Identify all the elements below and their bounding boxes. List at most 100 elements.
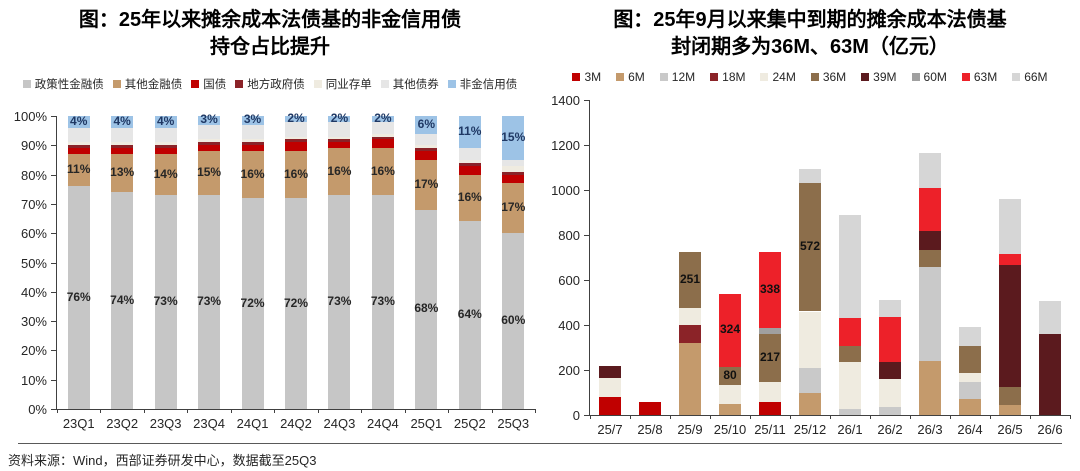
legend-label: 地方政府债 bbox=[247, 79, 305, 91]
bar-value-label: 68% bbox=[414, 301, 439, 316]
bar-segment bbox=[328, 139, 351, 143]
y-tick-mark bbox=[51, 145, 56, 147]
bar-segment bbox=[999, 254, 1021, 266]
legend-label: 政策性金融债 bbox=[34, 79, 104, 91]
y-tick-label: 60% bbox=[20, 226, 47, 242]
x-tick-mark bbox=[830, 415, 831, 419]
y-tick-label: 30% bbox=[20, 314, 47, 330]
bar-segment bbox=[67, 145, 90, 149]
legend-swatch-icon bbox=[1012, 73, 1021, 81]
bar-value-label: 64% bbox=[457, 307, 482, 322]
bar-value-label: 3% bbox=[200, 112, 218, 127]
legend-label: 66M bbox=[1024, 70, 1048, 84]
bar-segment bbox=[241, 139, 264, 143]
legend-label: 36M bbox=[822, 70, 847, 84]
bar-segment bbox=[285, 116, 307, 122]
x-tick-label: 23Q3 bbox=[149, 416, 182, 431]
bar-segment bbox=[719, 384, 741, 404]
x-tick-label: 23Q1 bbox=[62, 416, 95, 431]
y-tick-label: 200 bbox=[558, 363, 580, 378]
x-tick-mark bbox=[990, 415, 991, 419]
bar-segment bbox=[67, 127, 90, 143]
bar-segment bbox=[959, 382, 981, 400]
y-tick-label: 800 bbox=[558, 228, 580, 243]
x-tick-mark bbox=[274, 409, 276, 413]
bar-segment bbox=[241, 142, 264, 146]
bar-segment bbox=[679, 251, 701, 309]
bar-segment bbox=[458, 174, 481, 222]
legend-swatch-icon bbox=[235, 80, 244, 88]
bar-segment bbox=[679, 343, 701, 415]
y-axis-line bbox=[56, 116, 57, 410]
bar-segment bbox=[371, 136, 394, 140]
left-chart-plot: 0% 10% 20% 30% 40% 50% 60% 70% 80% 90% 100% 23Q1 23Q… bbox=[0, 0, 540, 440]
legend-label: 39M bbox=[873, 70, 897, 84]
bar-segment bbox=[599, 365, 621, 378]
bar-segment bbox=[285, 136, 307, 140]
bar-segment bbox=[879, 362, 901, 379]
y-tick-label: 0 bbox=[572, 408, 580, 423]
x-tick-label: 24Q1 bbox=[236, 416, 269, 431]
bar-value-label: 60% bbox=[501, 313, 526, 328]
bar-segment bbox=[415, 151, 438, 160]
bar-segment bbox=[328, 121, 351, 137]
legend-swatch-icon bbox=[22, 80, 31, 88]
bar-segment bbox=[371, 148, 394, 196]
legend-item-地方政府债: 地方政府债 bbox=[235, 76, 305, 92]
bar-segment bbox=[241, 145, 264, 152]
bar-segment bbox=[241, 124, 264, 140]
bar-value-label: 2% bbox=[330, 110, 349, 125]
legend-item-国债: 国债 bbox=[191, 76, 226, 92]
bar-segment bbox=[415, 209, 438, 409]
bar-segment bbox=[502, 165, 525, 172]
bar-segment bbox=[759, 251, 781, 328]
legend-label: 6M bbox=[628, 70, 645, 84]
bar-segment bbox=[67, 154, 90, 187]
bar-segment bbox=[415, 148, 438, 152]
x-tick-mark bbox=[1030, 415, 1031, 419]
bar-value-label: 4% bbox=[113, 113, 131, 128]
bar-value-label: 11% bbox=[458, 124, 482, 139]
x-tick-label: 25Q2 bbox=[453, 416, 486, 431]
bar-segment bbox=[759, 382, 781, 402]
y-tick-label: 100% bbox=[13, 109, 47, 124]
legend-item-24M: 24M bbox=[760, 70, 796, 84]
bar-segment bbox=[879, 300, 901, 318]
legend-item-66M: 66M bbox=[1012, 70, 1048, 84]
legend-swatch-icon bbox=[112, 80, 121, 88]
x-tick-mark bbox=[100, 409, 102, 413]
bar-segment bbox=[111, 192, 134, 409]
bar-value-label: 74% bbox=[110, 292, 135, 307]
bar-segment bbox=[415, 145, 438, 149]
y-tick-label: 20% bbox=[20, 343, 47, 359]
bar-segment bbox=[639, 401, 661, 415]
y-tick-mark bbox=[51, 379, 56, 381]
bar-segment bbox=[67, 142, 90, 146]
bar-segment bbox=[198, 139, 221, 143]
bar-value-label: 217 bbox=[759, 349, 781, 364]
y-tick-mark bbox=[51, 291, 56, 293]
legend-label: 其他金融债 bbox=[124, 79, 183, 91]
bar-segment bbox=[719, 293, 741, 367]
legend-swatch-icon bbox=[572, 73, 581, 81]
x-tick-label: 26/2 bbox=[877, 422, 903, 437]
y-tick-mark bbox=[584, 235, 589, 236]
bar-value-label: 572 bbox=[799, 239, 821, 254]
bar-segment bbox=[371, 195, 394, 409]
bar-segment bbox=[759, 333, 781, 383]
x-tick-label: 25Q1 bbox=[410, 416, 443, 431]
bar-segment bbox=[502, 159, 525, 166]
right-chart-title-line2: 封闭期多为36M、63M（亿元） bbox=[671, 36, 949, 58]
x-tick-mark bbox=[143, 409, 145, 413]
bar-segment bbox=[599, 377, 621, 397]
bar-segment bbox=[285, 121, 307, 137]
bar-segment bbox=[599, 397, 621, 415]
legend-swatch-icon bbox=[447, 80, 456, 88]
legend-swatch-icon bbox=[810, 73, 819, 81]
bar-segment bbox=[799, 392, 821, 415]
x-tick-mark bbox=[404, 409, 406, 413]
bar-segment bbox=[839, 409, 861, 415]
bar-value-label: 338 bbox=[759, 281, 781, 296]
bar-segment bbox=[458, 159, 481, 163]
